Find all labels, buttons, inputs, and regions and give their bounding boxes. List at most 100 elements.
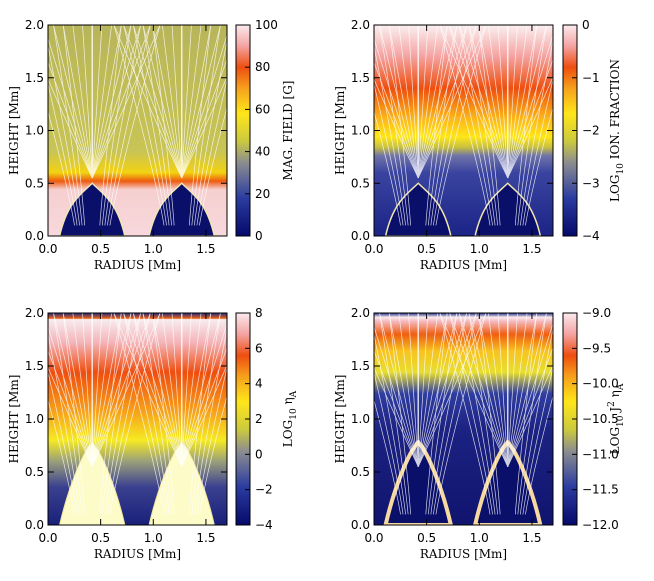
field-line bbox=[379, 25, 409, 226]
flux-tube-2 bbox=[474, 182, 542, 236]
plot-area bbox=[48, 25, 227, 236]
field-line bbox=[48, 366, 93, 467]
field-line bbox=[109, 25, 161, 226]
field-line bbox=[374, 78, 419, 179]
field-line bbox=[439, 313, 491, 515]
colorbar bbox=[235, 24, 251, 237]
y-tick-label: 0.5 bbox=[25, 176, 44, 190]
field-line bbox=[388, 313, 419, 467]
field-line bbox=[468, 313, 498, 515]
field-line bbox=[113, 25, 183, 179]
field-line bbox=[374, 82, 404, 226]
x-tick-label: 1.5 bbox=[196, 242, 215, 256]
field-line bbox=[425, 25, 448, 226]
field-line bbox=[507, 58, 553, 179]
field-line bbox=[104, 25, 142, 226]
field-line bbox=[91, 313, 122, 467]
field-line bbox=[132, 25, 183, 179]
field-line bbox=[48, 37, 93, 179]
field-line bbox=[199, 394, 227, 515]
field-line bbox=[91, 313, 161, 467]
chart-panel-1: 0.0 0.5 1.0 1.5 0.0 0.5 1.0 1.5 2.0 RADIUS [Mm] HE… bbox=[7, 18, 295, 272]
field-line bbox=[181, 58, 227, 179]
field-line bbox=[53, 25, 83, 226]
field-line bbox=[374, 44, 406, 226]
colorbar-tick-label: −10.0 bbox=[582, 377, 619, 391]
field-line bbox=[478, 25, 501, 226]
field-line bbox=[507, 346, 553, 467]
colorbar-tick-label: −10.5 bbox=[582, 412, 619, 426]
y-tick-label: 1.0 bbox=[25, 124, 44, 138]
plot-area bbox=[374, 25, 553, 236]
y-axis-label: HEIGHT [Mm] bbox=[7, 86, 21, 175]
x-tick-label: 1.0 bbox=[144, 531, 163, 545]
field-line bbox=[48, 61, 93, 179]
colorbar-tick-label: 0 bbox=[255, 447, 263, 461]
field-line bbox=[507, 364, 553, 467]
x-tick-label: 1.0 bbox=[470, 242, 489, 256]
field-line bbox=[379, 313, 419, 467]
field-line bbox=[435, 25, 487, 226]
field-line bbox=[107, 25, 151, 226]
field-line bbox=[478, 25, 509, 179]
colorbar-tick-label: 8 bbox=[255, 306, 263, 320]
field-line bbox=[374, 110, 401, 226]
field-line bbox=[388, 25, 419, 179]
colorbar-tick-label: −4 bbox=[582, 229, 600, 243]
field-line bbox=[196, 77, 227, 226]
field-line bbox=[398, 25, 419, 179]
field-line bbox=[132, 313, 170, 515]
field-line bbox=[449, 313, 509, 467]
field-line bbox=[517, 25, 547, 226]
x-axis-label: RADIUS [Mm] bbox=[420, 547, 507, 561]
field-line bbox=[123, 313, 183, 467]
colorbar-tick-label: 0 bbox=[582, 18, 590, 32]
field-line bbox=[62, 313, 93, 467]
field-line bbox=[104, 313, 142, 515]
y-tick-label: 2.0 bbox=[25, 306, 44, 320]
field-line bbox=[458, 313, 496, 515]
x-tick-label: 1.0 bbox=[470, 531, 489, 545]
field-line bbox=[152, 25, 183, 179]
x-tick-label: 1.5 bbox=[522, 531, 541, 545]
y-axis-label: HEIGHT [Mm] bbox=[333, 375, 347, 464]
y-tick-label: 0.0 bbox=[351, 229, 370, 243]
field-line bbox=[374, 370, 404, 515]
x-tick-label: 1.0 bbox=[144, 242, 163, 256]
field-line bbox=[433, 25, 477, 226]
field-line bbox=[132, 313, 183, 467]
field-line bbox=[191, 313, 221, 515]
field-line bbox=[398, 313, 419, 467]
y-tick-label: 1.5 bbox=[25, 359, 44, 373]
x-tick-label: 0.5 bbox=[91, 531, 110, 545]
field-line bbox=[142, 313, 183, 467]
field-line bbox=[196, 366, 227, 515]
colorbar-label: LOG10 ION. FRACTION bbox=[608, 59, 626, 202]
colorbar-label: MAG. FIELD [G] bbox=[281, 81, 295, 181]
field-line bbox=[91, 25, 112, 179]
y-tick-label: 1.5 bbox=[25, 71, 44, 85]
y-tick-label: 0.0 bbox=[351, 518, 370, 532]
colorbar-tick-label: 100 bbox=[255, 18, 278, 32]
colorbar-tick-label: 4 bbox=[255, 377, 263, 391]
field-line bbox=[181, 25, 212, 179]
field-line bbox=[101, 313, 132, 515]
field-line bbox=[152, 25, 175, 226]
field-line bbox=[142, 313, 172, 515]
colorbar-tick-label: 2 bbox=[255, 412, 263, 426]
field-lines bbox=[374, 313, 553, 515]
field-line bbox=[430, 313, 468, 515]
y-tick-label: 1.0 bbox=[351, 412, 370, 426]
field-line bbox=[162, 25, 183, 179]
colorbar-tick-label: 60 bbox=[255, 102, 270, 116]
field-line bbox=[123, 25, 167, 226]
field-line bbox=[199, 106, 227, 226]
field-line bbox=[191, 25, 221, 226]
field-line bbox=[48, 82, 78, 226]
field-line bbox=[520, 327, 553, 515]
field-line bbox=[181, 76, 227, 179]
field-line bbox=[374, 349, 419, 467]
field-line bbox=[188, 313, 212, 515]
field-line bbox=[468, 25, 498, 226]
field-line bbox=[162, 313, 183, 467]
